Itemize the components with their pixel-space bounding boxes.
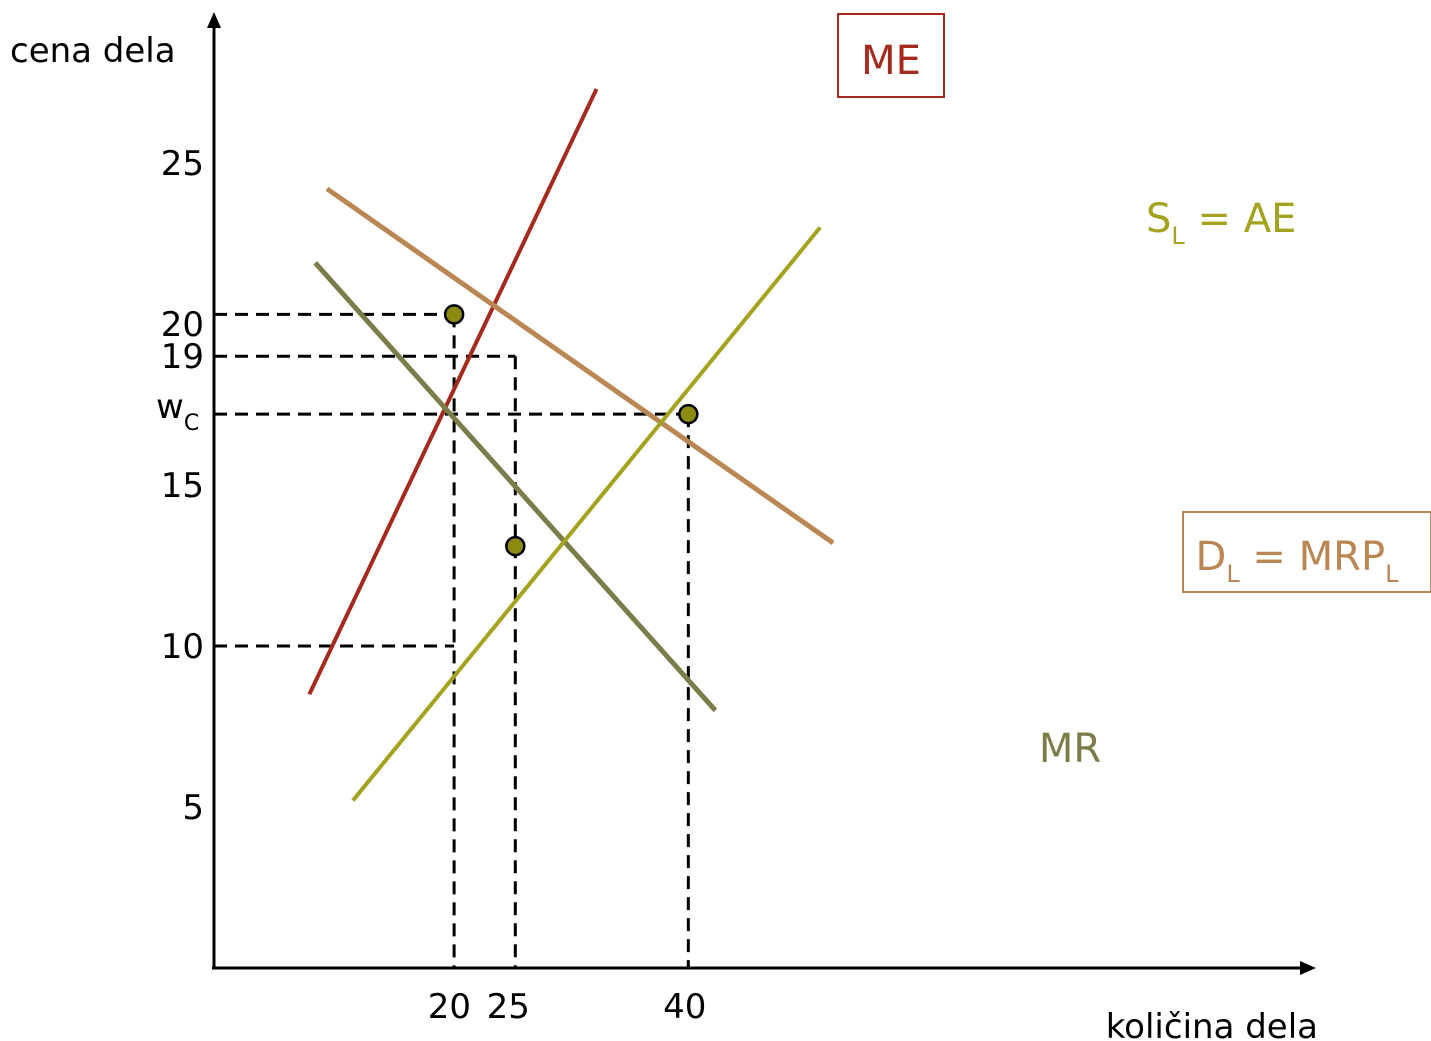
- curve-mr: [313, 261, 718, 713]
- curve-labels: ME DL = MRPL MR SL = AE: [837, 13, 1431, 772]
- label-dl: DL = MRPL: [1196, 534, 1400, 588]
- intersection-point: [443, 304, 465, 325]
- label-mr: MR: [1039, 726, 1101, 772]
- x-axis-arrow: [1300, 961, 1316, 975]
- label-box-me: [837, 13, 945, 98]
- x-tick-labels: 20 25 40: [428, 987, 707, 1027]
- y-tick-label: 5: [182, 788, 204, 828]
- y-tick-label: 20: [161, 305, 204, 345]
- label-me: ME: [861, 38, 921, 84]
- y-tick-label-wc: wC: [156, 387, 199, 436]
- intersection-point: [505, 535, 526, 557]
- x-axis-label: količina dela: [1106, 1007, 1318, 1041]
- intersection-points: [443, 304, 699, 557]
- x-tick-label: 25: [487, 987, 530, 1027]
- y-tick-label: 19: [161, 337, 204, 377]
- curves: [307, 88, 835, 802]
- y-axis-arrow: [207, 12, 221, 28]
- axes: [207, 12, 1316, 975]
- y-axis-label: cena dela: [10, 31, 176, 71]
- y-tick-label: 15: [161, 466, 204, 506]
- curve-dl: [325, 186, 835, 546]
- label-sl: SL = AE: [1146, 196, 1296, 250]
- y-tick-label: 25: [161, 144, 204, 184]
- y-tick-label: 10: [161, 627, 204, 667]
- x-tick-label: 40: [663, 987, 706, 1027]
- x-tick-label: 20: [428, 987, 471, 1027]
- curve-sl: [351, 226, 822, 802]
- curve-me: [307, 88, 599, 696]
- label-box-dl: [1182, 511, 1431, 593]
- intersection-point: [678, 403, 699, 425]
